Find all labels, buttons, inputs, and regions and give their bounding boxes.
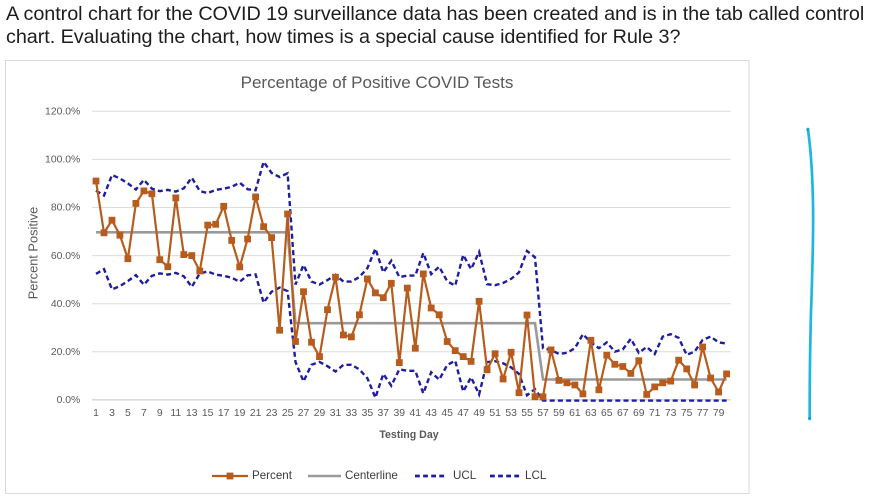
svg-text:Percent Positive: Percent Positive xyxy=(26,207,41,299)
svg-text:79: 79 xyxy=(713,408,725,419)
svg-text:9: 9 xyxy=(157,408,163,419)
svg-text:39: 39 xyxy=(394,408,406,419)
svg-text:77: 77 xyxy=(697,408,709,419)
svg-text:17: 17 xyxy=(218,408,230,419)
svg-text:63: 63 xyxy=(585,408,597,419)
svg-text:35: 35 xyxy=(362,408,374,419)
svg-text:57: 57 xyxy=(537,408,549,419)
svg-text:UCL: UCL xyxy=(453,469,477,482)
svg-text:40.0%: 40.0% xyxy=(51,299,80,310)
svg-text:45: 45 xyxy=(441,408,453,419)
svg-text:Percentage of Positive COVID T: Percentage of Positive COVID Tests xyxy=(241,73,514,92)
svg-text:21: 21 xyxy=(250,408,262,419)
svg-text:19: 19 xyxy=(234,408,246,419)
svg-text:33: 33 xyxy=(346,408,358,419)
svg-text:47: 47 xyxy=(457,408,469,419)
svg-text:67: 67 xyxy=(617,408,629,419)
svg-text:59: 59 xyxy=(553,408,565,419)
svg-text:11: 11 xyxy=(170,408,181,419)
svg-text:29: 29 xyxy=(314,408,326,419)
svg-text:80.0%: 80.0% xyxy=(51,203,80,214)
svg-text:69: 69 xyxy=(633,408,645,419)
svg-text:25: 25 xyxy=(282,408,294,419)
svg-text:73: 73 xyxy=(665,408,677,419)
svg-text:27: 27 xyxy=(298,408,310,419)
svg-text:13: 13 xyxy=(186,408,198,419)
svg-text:37: 37 xyxy=(378,408,390,419)
svg-text:61: 61 xyxy=(569,408,581,419)
svg-text:49: 49 xyxy=(473,408,485,419)
svg-text:65: 65 xyxy=(601,408,613,419)
svg-text:1: 1 xyxy=(93,408,99,419)
svg-text:3: 3 xyxy=(109,408,115,419)
svg-text:20.0%: 20.0% xyxy=(51,347,80,358)
svg-text:71: 71 xyxy=(649,408,661,419)
svg-text:15: 15 xyxy=(202,408,214,419)
svg-text:Centerline: Centerline xyxy=(345,469,398,482)
svg-text:55: 55 xyxy=(521,408,533,419)
svg-text:23: 23 xyxy=(266,408,278,419)
svg-text:5: 5 xyxy=(125,408,131,419)
svg-text:51: 51 xyxy=(489,408,501,419)
svg-text:41: 41 xyxy=(410,408,422,419)
svg-text:75: 75 xyxy=(681,408,693,419)
svg-text:100.0%: 100.0% xyxy=(45,155,80,166)
svg-text:Testing Day: Testing Day xyxy=(379,429,438,441)
svg-text:53: 53 xyxy=(505,408,517,419)
svg-text:60.0%: 60.0% xyxy=(51,251,80,262)
svg-text:7: 7 xyxy=(141,408,147,419)
svg-text:31: 31 xyxy=(330,408,342,419)
svg-text:LCL: LCL xyxy=(525,469,547,482)
svg-text:43: 43 xyxy=(425,408,437,419)
svg-text:Percent: Percent xyxy=(252,469,293,482)
svg-text:120.0%: 120.0% xyxy=(45,107,80,118)
svg-text:0.0%: 0.0% xyxy=(57,395,81,406)
